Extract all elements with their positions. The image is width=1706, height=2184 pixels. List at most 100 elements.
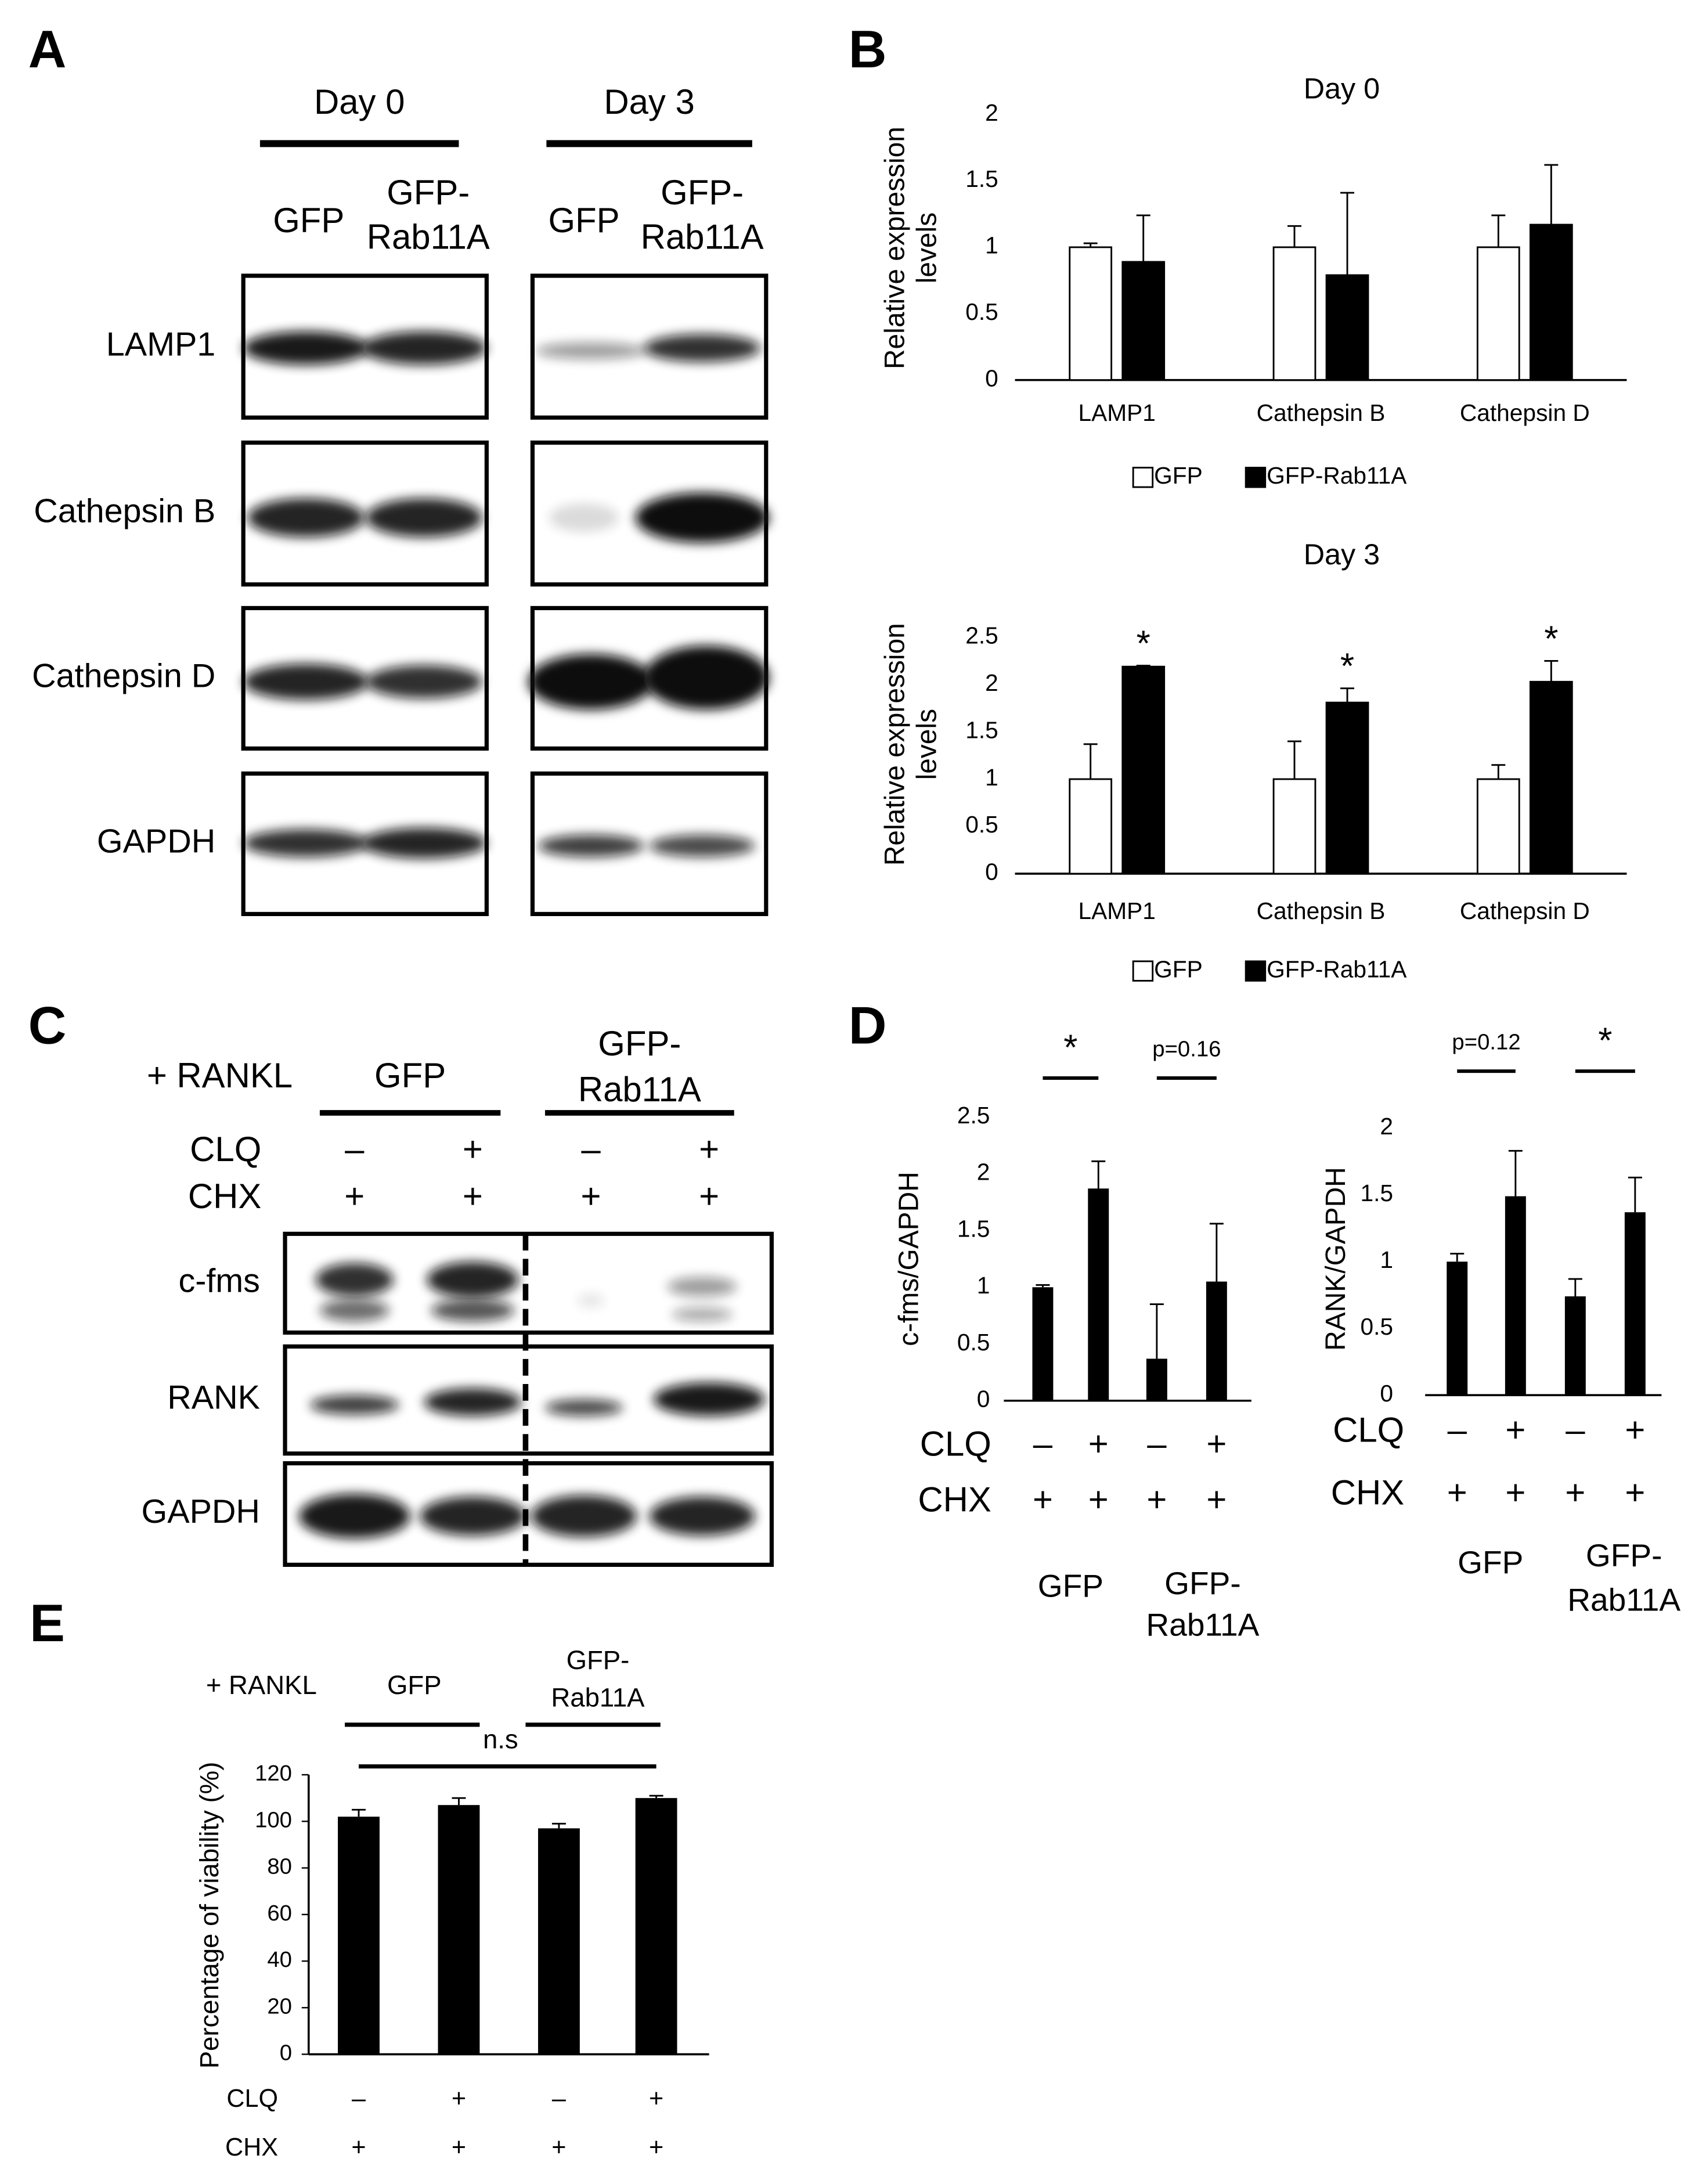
y-tick-label: 1.5 — [965, 716, 998, 743]
y-tick-label: 0 — [1380, 1380, 1393, 1407]
bar — [1447, 1262, 1468, 1396]
blot-band — [310, 1395, 399, 1415]
error-bar — [551, 1822, 566, 1829]
bar — [1069, 246, 1113, 381]
treatment-sign: + — [452, 2133, 466, 2161]
blot-band — [243, 664, 369, 700]
y-tick-label: 0.5 — [965, 811, 998, 838]
y-axis-label: c-fms/GAPDH — [894, 1172, 925, 1346]
error-bar — [1136, 214, 1150, 262]
group-label: Rab11A — [1146, 1607, 1259, 1643]
error-bar — [1209, 1223, 1224, 1282]
group-label: GFP — [1458, 1544, 1523, 1580]
blot-band — [535, 342, 647, 359]
y-tick-label: 1.5 — [965, 165, 998, 192]
panel-label: C — [28, 996, 67, 1055]
legend-label: GFP-Rab11A — [1267, 956, 1407, 982]
treatment-sign: – — [1566, 1411, 1585, 1450]
treatment-sign: + — [463, 1177, 483, 1216]
treatment-label: CLQ — [1333, 1411, 1404, 1450]
y-tick-label: 0.5 — [1360, 1313, 1393, 1340]
error-bar — [1083, 743, 1098, 780]
treatment-label: CLQ — [226, 2085, 278, 2113]
error-bar — [1628, 1176, 1642, 1213]
lane-label: Rab11A — [367, 218, 490, 257]
blot-band — [538, 834, 644, 857]
error-bar — [649, 1794, 663, 1799]
blot-row-label: RANK — [167, 1379, 260, 1417]
bar — [1121, 665, 1166, 875]
y-tick-label: 1 — [985, 764, 998, 791]
condition-label: + RANKL — [206, 1670, 317, 1700]
error-bar — [1340, 192, 1354, 275]
legend-label: GFP — [1154, 956, 1203, 982]
blot-band — [243, 331, 369, 365]
legend-label: GFP — [1154, 462, 1203, 489]
comparison-label: p=0.12 — [1452, 1029, 1520, 1054]
treatment-sign: – — [581, 1130, 601, 1169]
significance: * — [1340, 647, 1354, 687]
blot-band — [361, 827, 487, 859]
comparison-label: * — [1063, 1028, 1077, 1068]
treatment-sign: + — [551, 2133, 566, 2161]
bar — [1529, 680, 1573, 875]
blot-band — [635, 492, 769, 543]
treatment-sign: + — [344, 1177, 365, 1216]
treatment-label: CLQ — [190, 1130, 261, 1169]
day-header: Day 3 — [604, 82, 694, 121]
y-tick-label: 20 — [267, 1994, 292, 2019]
blot-band — [298, 1494, 410, 1538]
treatment-sign: + — [1033, 1480, 1053, 1519]
blot-band — [577, 1293, 605, 1308]
y-tick-label: 80 — [267, 1854, 292, 1879]
error-bar — [1036, 1284, 1050, 1288]
legend-label: GFP-Rab11A — [1267, 462, 1407, 489]
blot-row-label: c-fms — [178, 1263, 259, 1300]
treatment-sign: + — [699, 1177, 719, 1216]
y-tick-label: 2 — [977, 1159, 990, 1185]
blot-row-label: LAMP1 — [106, 326, 215, 363]
treatment-sign: + — [1088, 1480, 1109, 1519]
y-axis-label: Relative expression — [880, 623, 911, 866]
group-label: GFP — [387, 1670, 442, 1700]
group-label: GFP- — [598, 1024, 681, 1063]
comparison-label: * — [1598, 1021, 1612, 1061]
treatment-sign: – — [345, 1130, 365, 1169]
panel-label: A — [28, 20, 67, 79]
treatment-sign: + — [1505, 1473, 1525, 1512]
blot-band — [247, 498, 365, 538]
legend-swatch — [1245, 467, 1267, 488]
treatment-label: CHX — [225, 2133, 278, 2161]
error-bar — [1136, 665, 1150, 667]
significance: * — [1137, 624, 1150, 664]
y-axis-label: Percentage of viability (%) — [194, 1762, 224, 2069]
lane-label: GFP — [548, 201, 619, 240]
blot-row-label: GAPDH — [97, 823, 215, 860]
blot-band — [431, 1299, 515, 1322]
y-tick-label: 1.5 — [957, 1215, 990, 1242]
blot-band — [671, 1307, 733, 1322]
condition-label: + RANKL — [147, 1056, 293, 1095]
y-tick-label: 1 — [977, 1272, 990, 1299]
y-tick-label: 0 — [985, 859, 998, 885]
error-bar — [1544, 164, 1559, 225]
y-tick-label: 2 — [1380, 1113, 1393, 1140]
y-tick-label: 1 — [1380, 1246, 1393, 1273]
treatment-sign: – — [552, 2085, 566, 2113]
blot-band — [424, 1388, 522, 1417]
y-tick-label: 120 — [255, 1761, 292, 1786]
annotation: n.s — [483, 1725, 518, 1754]
blot-band — [649, 834, 755, 857]
blot-band — [319, 1299, 389, 1322]
bar — [538, 1828, 580, 2055]
blot-band — [528, 654, 654, 710]
legend-swatch — [1245, 960, 1267, 982]
blot-band — [667, 1277, 737, 1297]
treatment-sign: + — [1625, 1473, 1645, 1512]
treatment-sign: – — [1448, 1411, 1467, 1450]
error-bar — [352, 1808, 366, 1817]
bar — [1325, 701, 1369, 875]
blot-band — [531, 1495, 637, 1537]
treatment-sign: – — [1147, 1425, 1167, 1464]
bar — [1272, 246, 1317, 381]
